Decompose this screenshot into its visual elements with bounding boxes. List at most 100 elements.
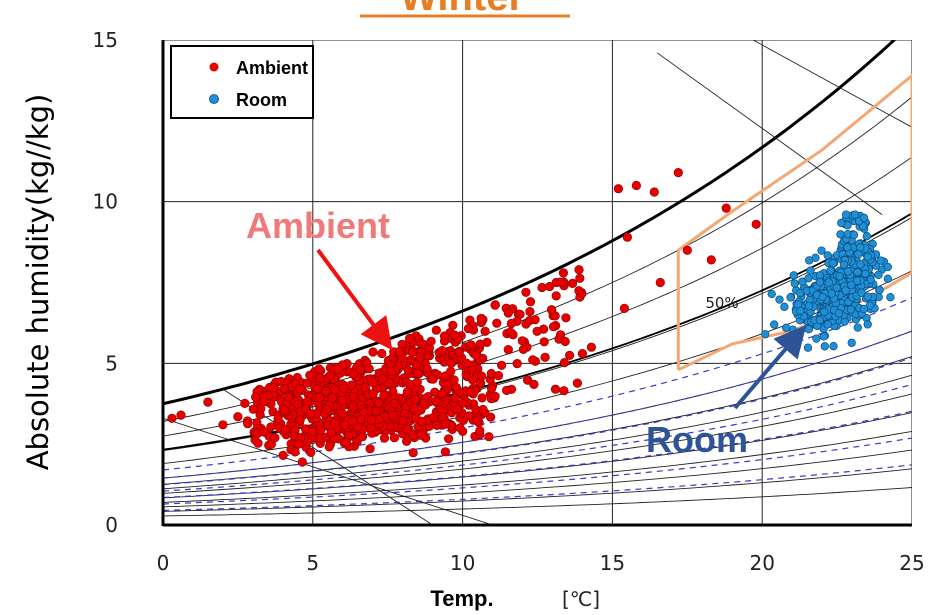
room-arrow <box>733 324 807 410</box>
ambient-point <box>283 392 294 402</box>
ambient-point <box>390 399 400 409</box>
room-point <box>815 315 824 325</box>
dashed-curve-0 <box>163 464 912 511</box>
ambient-point <box>649 187 659 197</box>
ambient-point <box>480 326 490 336</box>
ambient-point <box>348 402 359 412</box>
ambient-point <box>521 287 531 297</box>
x-tick-label: 0 <box>157 551 170 575</box>
room-point <box>876 256 885 265</box>
ambient-point <box>463 324 474 334</box>
dashed-curve-6 <box>163 297 912 471</box>
x-tick-label: 20 <box>749 551 774 575</box>
comfort-zone <box>676 73 912 372</box>
ambient-point <box>240 398 250 409</box>
room-point <box>786 293 795 302</box>
ambient-point <box>721 203 731 213</box>
room-point <box>804 301 814 311</box>
room-point <box>863 320 872 329</box>
ambient-point <box>673 168 683 178</box>
ambient-point <box>490 391 500 401</box>
tick-labels: 0 5 10 15 20 25 0 5 10 15 Temp. [℃] Absolute humidit… <box>21 28 925 611</box>
ambient-point <box>537 282 547 293</box>
room-point <box>843 243 852 252</box>
room-point <box>859 213 869 222</box>
ambient-point <box>386 366 396 377</box>
ambient-point <box>408 430 418 441</box>
ambient-point <box>446 366 456 377</box>
ambient-point <box>379 390 389 401</box>
ambient-point <box>567 278 578 289</box>
ambient-point <box>314 364 324 374</box>
ambient-point <box>348 369 358 379</box>
ambient-series <box>167 168 761 467</box>
room-point <box>804 325 813 334</box>
ambient-point <box>419 398 429 408</box>
fifty-percent-label: 50% <box>705 294 738 312</box>
ambient-point <box>412 377 422 387</box>
ambient-point <box>508 330 518 340</box>
room-point <box>767 289 776 299</box>
dashed-curve-1 <box>163 437 912 505</box>
room-point <box>828 259 838 268</box>
x-tick-label: 10 <box>450 551 475 575</box>
y-axis-label: Absolute humidity(kg//kg) <box>21 94 55 471</box>
room-point <box>835 272 844 281</box>
room-point <box>815 277 825 287</box>
room-point <box>841 210 851 219</box>
chart-title-group: Winter <box>360 0 570 19</box>
ambient-point <box>379 433 390 443</box>
ambient-point <box>431 325 441 335</box>
enthalpy-line-2 <box>752 40 912 128</box>
ambient-point <box>437 389 448 399</box>
ambient-point <box>548 322 559 332</box>
ambient-point <box>428 413 438 423</box>
ambient-point <box>619 303 630 314</box>
room-point <box>829 342 838 351</box>
rh-curve-2 <box>163 449 912 508</box>
room-point <box>843 267 853 276</box>
ambient-point <box>340 420 350 430</box>
ambient-point <box>532 326 542 336</box>
ambient-point <box>327 393 338 403</box>
room-point <box>804 274 813 283</box>
ambient-point <box>706 255 716 265</box>
ambient-point <box>464 411 474 421</box>
x-axis-label: Temp. <box>430 586 493 611</box>
dashed-curve-3 <box>163 383 912 492</box>
ambient-point <box>410 395 420 405</box>
room-point <box>812 334 821 343</box>
rh-curve-12 <box>163 96 912 422</box>
ambient-point <box>341 437 351 447</box>
ambient-point <box>555 330 566 340</box>
room-point <box>789 271 798 280</box>
ambient-point <box>466 387 476 397</box>
ambient-point <box>751 219 761 229</box>
ambient-point <box>426 336 436 346</box>
ambient-point <box>476 313 486 323</box>
ambient-point <box>586 342 597 352</box>
ambient-point <box>388 410 398 420</box>
ambient-point <box>422 364 432 374</box>
ambient-point <box>364 364 374 374</box>
room-point <box>819 332 828 341</box>
ambient-point <box>503 345 513 355</box>
y-tick-label: 10 <box>93 190 118 214</box>
ambient-point <box>305 370 315 380</box>
ambient-point <box>295 384 305 394</box>
room-point <box>863 292 872 301</box>
ambient-point <box>525 307 535 317</box>
ambient-point <box>486 368 496 379</box>
rh-curve-5 <box>163 393 912 494</box>
ambient-point <box>290 447 300 457</box>
room-point <box>805 256 814 265</box>
ambient-point <box>324 442 334 452</box>
ambient-point <box>497 360 507 370</box>
ambient-point <box>356 400 366 411</box>
rh-curve-3 <box>163 430 912 503</box>
ambient-point <box>295 415 305 426</box>
ambient-point <box>613 184 624 194</box>
ambient-point <box>253 438 263 448</box>
comfort-zone-outline <box>676 73 912 372</box>
ambient-point <box>530 315 540 325</box>
